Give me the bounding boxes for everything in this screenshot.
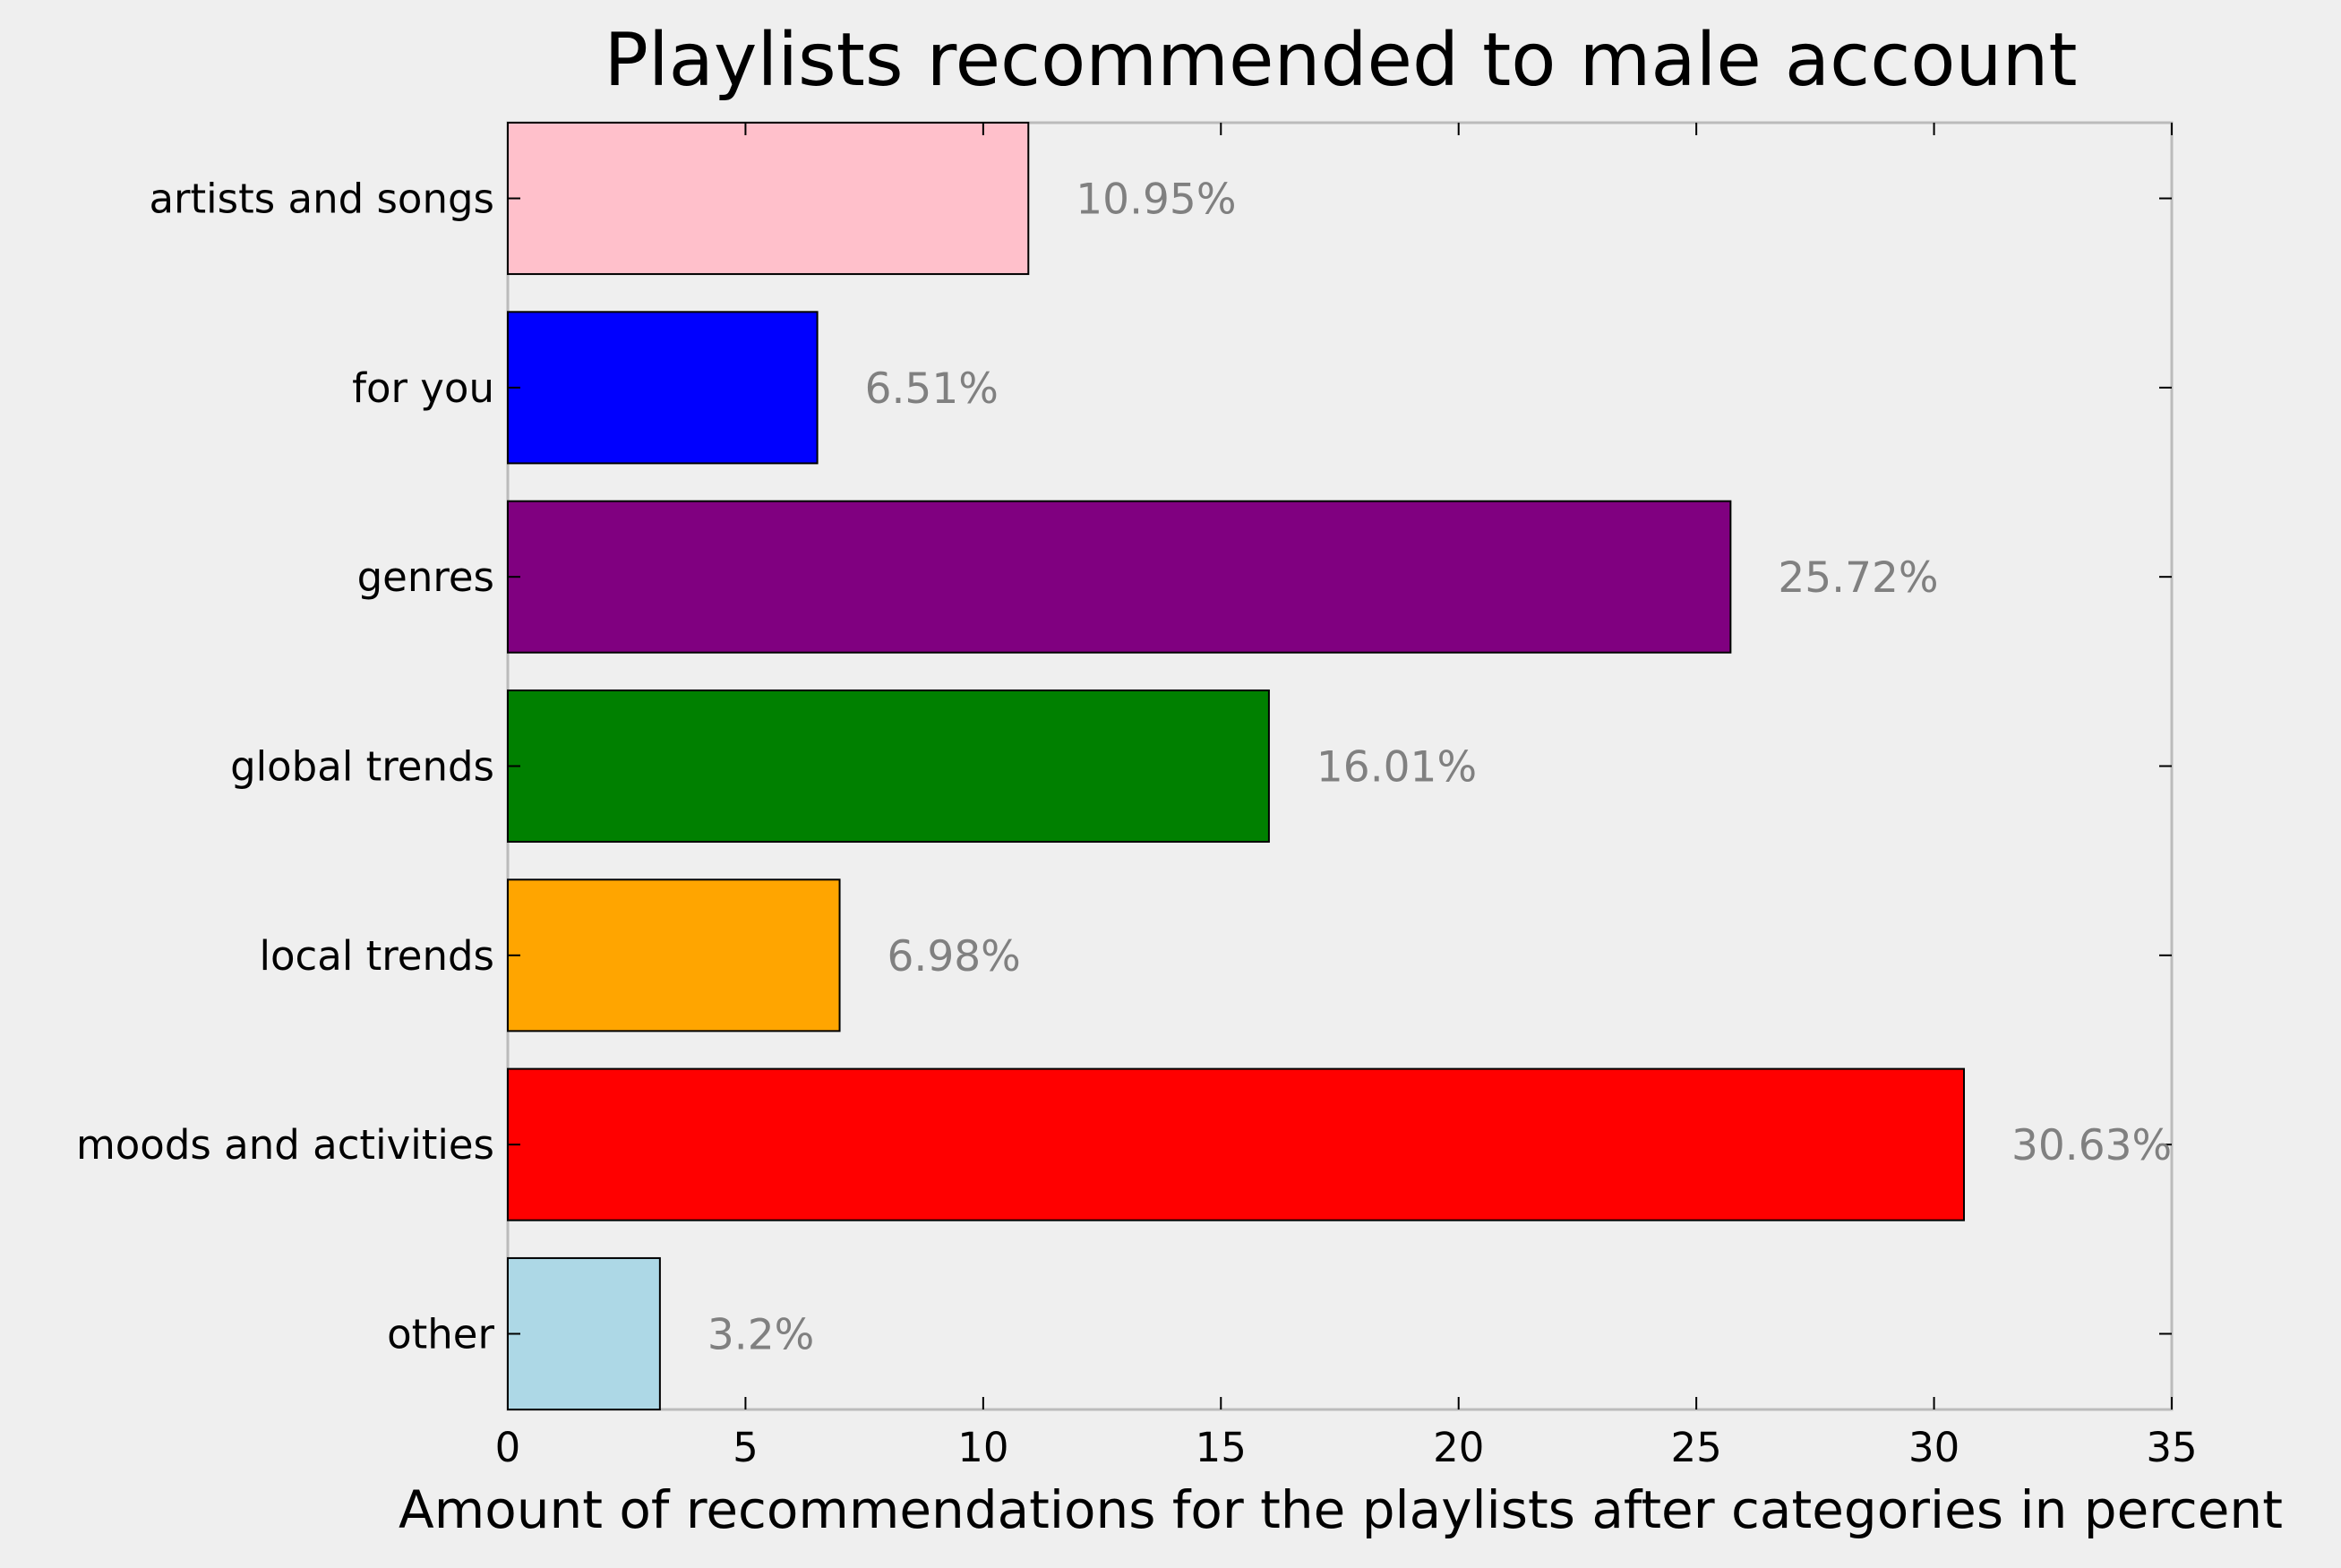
bars-group xyxy=(507,122,1966,1410)
ticks-group xyxy=(507,123,2173,1409)
data-label: 30.63% xyxy=(2011,1121,2172,1170)
y-tick-label: for you xyxy=(352,364,494,412)
y-tick-label: moods and activities xyxy=(76,1121,494,1169)
data-label: 25.72% xyxy=(1778,553,1938,603)
x-tick-label: 20 xyxy=(1433,1424,1484,1471)
x-tick-label: 0 xyxy=(495,1424,521,1471)
data-label: 16.01% xyxy=(1316,743,1477,793)
bar-for-you xyxy=(507,311,819,465)
labels-group: artists and songs 10.95% for you 6.51% genre… xyxy=(76,176,2198,1471)
x-tick-label: 30 xyxy=(1908,1424,1959,1471)
y-tick-label: global trends xyxy=(230,743,494,791)
bar-genres xyxy=(507,500,1732,654)
y-tick-label: other xyxy=(387,1310,494,1358)
chart-title: Playlists recommended to male account xyxy=(604,18,2077,103)
x-tick-label: 25 xyxy=(1671,1424,1722,1471)
data-label: 6.98% xyxy=(888,932,1021,981)
bar-other xyxy=(507,1256,661,1410)
bar-global-trends xyxy=(507,689,1270,844)
data-label: 10.95% xyxy=(1076,176,1236,225)
bar-moods-and-activities xyxy=(507,1067,1966,1221)
x-tick-label: 15 xyxy=(1196,1424,1247,1471)
x-tick-label: 10 xyxy=(957,1424,1008,1471)
y-tick-label: local trends xyxy=(259,932,494,980)
x-tick-label: 35 xyxy=(2146,1424,2197,1471)
y-tick-label: genres xyxy=(357,553,494,601)
data-label: 6.51% xyxy=(865,364,999,414)
x-axis-label: Amount of recommendations for the playli… xyxy=(399,1479,2283,1540)
x-tick-label: 5 xyxy=(733,1424,759,1471)
data-label: 3.2% xyxy=(707,1310,814,1359)
y-tick-label: artists and songs xyxy=(149,176,494,223)
bar-local-trends xyxy=(507,878,841,1032)
bar-artists-and-songs xyxy=(507,122,1030,276)
